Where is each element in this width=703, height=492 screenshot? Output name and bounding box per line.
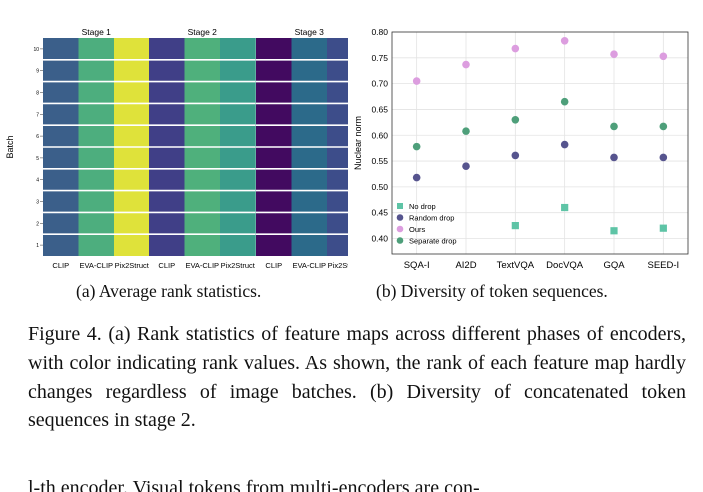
data-point-circle (610, 153, 618, 162)
encoder-tick-label: EVA-CLIP (79, 261, 113, 270)
data-point-square (561, 203, 569, 212)
x-tick-label: GQA (603, 260, 625, 271)
data-point-circle (462, 127, 470, 135)
y-tick-label: 0.50 (371, 182, 388, 192)
encoder-tick-label: CLIP (52, 261, 69, 270)
data-point-circle (462, 162, 470, 171)
y-tick-label: 0.60 (371, 130, 388, 140)
data-point-circle (511, 115, 520, 124)
batch-axis-label: Batch (5, 135, 15, 158)
encoder-tick-label: EVA-CLIP (292, 261, 326, 270)
y-tick-label: 0.65 (371, 104, 388, 114)
data-point-square (610, 227, 618, 235)
batch-tick-label: 8 (36, 91, 39, 97)
batch-tick-label: 9 (36, 69, 39, 75)
subfigure-b-caption: (b) Diversity of token sequences. (376, 281, 608, 301)
legend-label: Random drop (409, 214, 454, 223)
batch-tick-label: 3 (36, 200, 39, 206)
x-tick-label: TextVQA (497, 260, 535, 271)
data-point-circle (560, 140, 569, 149)
batch-tick-label: 4 (36, 178, 39, 184)
data-point-circle (412, 173, 421, 182)
encoder-tick-label: CLIP (158, 261, 175, 270)
data-point-circle (659, 122, 668, 131)
legend-label: Separate drop (409, 237, 457, 246)
body-text-line-inner: l-th encoder. Visual tokens from multi-e… (28, 478, 480, 492)
legend-marker (396, 237, 404, 244)
data-point-circle (511, 151, 520, 160)
x-tick-label: SEED-I (647, 260, 679, 271)
figure-caption: Figure 4. (a) Rank statistics of feature… (28, 320, 686, 435)
plot-frame (391, 31, 689, 255)
batch-tick-label: 6 (36, 134, 39, 140)
encoder-tick-label: Pix2Struct (221, 261, 256, 270)
figure-caption-label: Figure 4. (28, 323, 102, 345)
stage-title: Stage 1 (82, 27, 112, 37)
y-tick-label: 0.55 (371, 156, 388, 166)
encoder-tick-label: Pix2Struct (115, 261, 150, 270)
data-point-square (511, 222, 519, 230)
data-point-circle (560, 36, 569, 45)
x-tick-label: DocVQA (546, 260, 584, 271)
data-point-circle (511, 44, 520, 53)
y-tick-label: 0.45 (371, 208, 388, 218)
y-tick-label: 0.70 (371, 79, 388, 89)
data-point-circle (659, 52, 668, 61)
batch-tick-label: 2 (36, 221, 39, 227)
legend-label: Ours (409, 225, 426, 234)
legend-marker (397, 203, 403, 209)
subfigure-a-caption: (a) Average rank statistics. (76, 281, 262, 301)
stage-title: Stage 2 (188, 27, 218, 37)
batch-tick-label: 5 (36, 156, 39, 162)
body-text-line: l-th encoder. Visual tokens from multi-e… (28, 478, 686, 492)
data-point-circle (659, 153, 668, 162)
legend-label: No drop (409, 202, 436, 211)
batch-tick-label: 7 (36, 112, 39, 118)
data-point-circle (462, 60, 470, 69)
batch-tick-label: 1 (36, 243, 39, 249)
legend-marker (396, 214, 404, 221)
y-tick-label: 0.40 (371, 234, 388, 244)
encoder-tick-label: EVA-CLIP (185, 261, 219, 270)
figure-caption-text: (a) Rank statistics of feature maps acro… (28, 323, 686, 432)
batch-tick-label: 10 (33, 47, 39, 53)
y-axis-label: Nuclear norm (353, 116, 363, 170)
data-point-square (659, 224, 667, 232)
data-point-circle (412, 77, 421, 85)
data-point-circle (412, 142, 421, 151)
encoder-tick-label: Pix2Struct (328, 261, 348, 270)
encoder-tick-label: CLIP (265, 261, 282, 270)
stage-title: Stage 3 (295, 27, 325, 37)
x-tick-label: AI2D (455, 260, 476, 271)
token-diversity-scatter-chart: 0.40 0.45 0.50 0.55 0.60 0.65 0.70 0.75 0.80 SQA-… (353, 27, 689, 271)
data-point-circle (610, 122, 618, 131)
y-tick-label: 0.75 (371, 53, 388, 63)
legend-marker (396, 225, 404, 233)
y-tick-label: 0.80 (371, 27, 388, 37)
x-tick-label: SQA-I (404, 260, 430, 271)
data-point-circle (610, 50, 618, 58)
data-point-circle (560, 97, 569, 106)
